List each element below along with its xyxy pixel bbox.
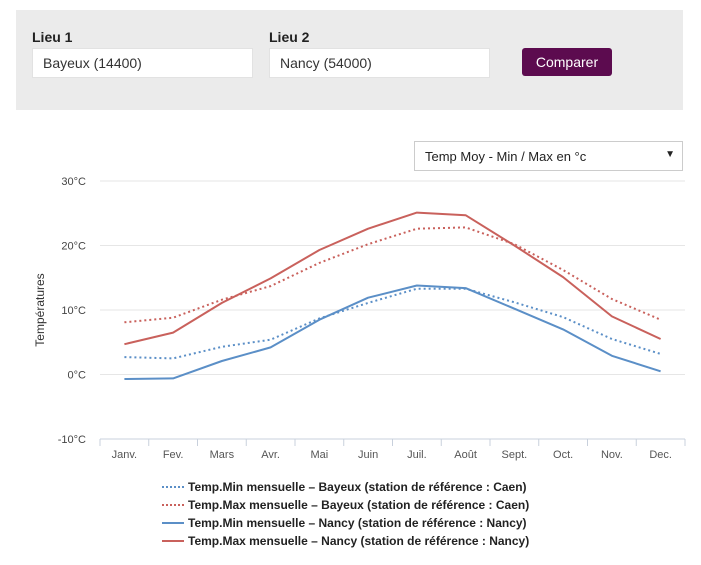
chevron-down-icon: ▼ (665, 149, 675, 160)
y-axis-label: Températures (33, 273, 47, 346)
legend-item[interactable]: Temp.Max mensuelle – Bayeux (station de … (162, 496, 529, 514)
legend-item[interactable]: Temp.Min mensuelle – Nancy (station de r… (162, 514, 529, 532)
legend-item[interactable]: Temp.Max mensuelle – Nancy (station de r… (162, 532, 529, 550)
y-tick-label: -10°C (58, 434, 86, 446)
legend-swatch (162, 540, 184, 542)
comparison-form: Lieu 1 Bayeux (14400) Lieu 2 Nancy (5400… (16, 10, 683, 110)
x-tick-label: Janv. (112, 449, 137, 461)
y-tick-label: 0°C (68, 370, 87, 382)
series-line-0 (124, 287, 661, 360)
x-tick-label: Juil. (407, 449, 427, 461)
x-tick-label: Juin (358, 449, 378, 461)
compare-button[interactable]: Comparer (522, 48, 612, 76)
lieu1-label: Lieu 1 (32, 29, 73, 45)
series-line-1 (124, 226, 661, 324)
chart-type-selected: Temp Moy - Min / Max en °c (425, 149, 587, 164)
y-tick-label: 30°C (61, 176, 86, 188)
series-line-2 (124, 284, 661, 380)
legend-label: Temp.Min mensuelle – Nancy (station de r… (188, 516, 527, 530)
x-tick-label: Sept. (502, 449, 528, 461)
x-tick-label: Oct. (553, 449, 573, 461)
legend-swatch (162, 486, 184, 488)
legend-item[interactable]: Temp.Min mensuelle – Bayeux (station de … (162, 478, 529, 496)
legend-label: Temp.Max mensuelle – Nancy (station de r… (188, 534, 530, 548)
x-tick-label: Fev. (163, 449, 184, 461)
chart-legend: Temp.Min mensuelle – Bayeux (station de … (162, 478, 529, 550)
lieu1-input[interactable]: Bayeux (14400) (32, 48, 253, 78)
lieu2-input[interactable]: Nancy (54000) (269, 48, 490, 78)
x-tick-label: Avr. (261, 449, 280, 461)
y-tick-label: 10°C (61, 305, 86, 317)
x-tick-label: Mai (311, 449, 329, 461)
lieu2-label: Lieu 2 (269, 29, 310, 45)
x-tick-label: Nov. (601, 449, 623, 461)
x-tick-label: Août (454, 449, 477, 461)
chart-type-select[interactable]: Temp Moy - Min / Max en °c ▼ (414, 141, 683, 171)
series-line-3 (124, 211, 662, 346)
legend-label: Temp.Min mensuelle – Bayeux (station de … (188, 480, 527, 494)
x-tick-label: Dec. (649, 449, 672, 461)
y-tick-label: 20°C (61, 241, 86, 253)
legend-swatch (162, 504, 184, 506)
x-tick-label: Mars (210, 449, 235, 461)
legend-swatch (162, 522, 184, 524)
legend-label: Temp.Max mensuelle – Bayeux (station de … (188, 498, 530, 512)
temperature-chart: 30°C 20°C 10°C 0°C -10°C Janv. Fev. Mars Avr. Ma… (33, 176, 686, 461)
